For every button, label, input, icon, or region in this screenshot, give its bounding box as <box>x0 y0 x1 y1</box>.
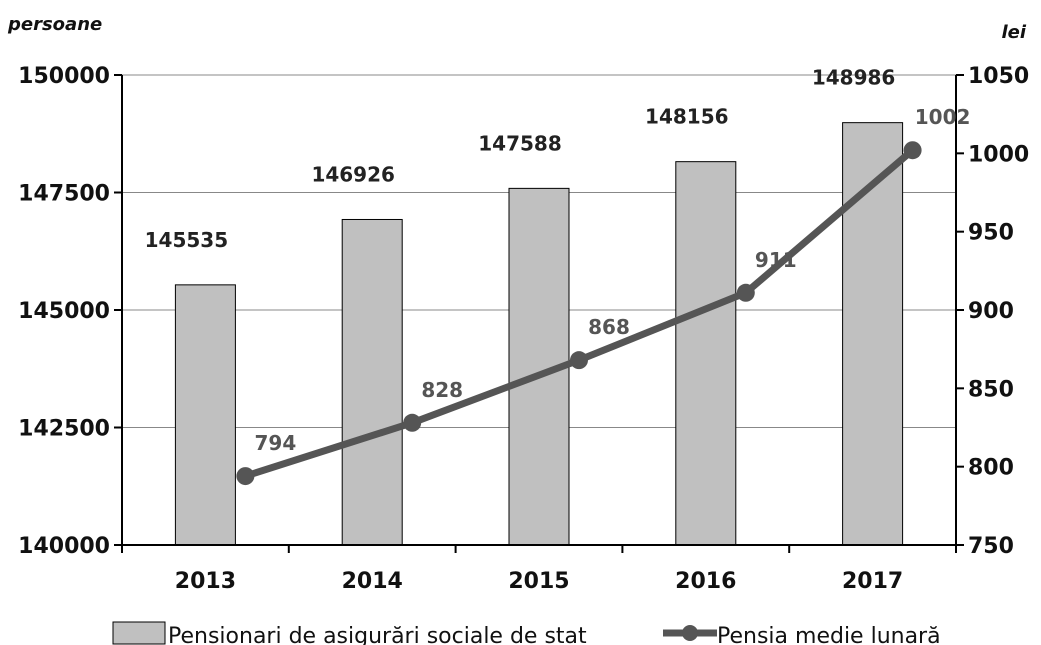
legend: Pensionari de asigurări sociale de stat … <box>112 621 941 645</box>
x-tick-label: 2017 <box>842 569 903 594</box>
bar-data-label: 148986 <box>812 66 896 90</box>
right-tick-label: 1000 <box>968 142 1029 167</box>
left-tick-label: 140000 <box>18 534 110 559</box>
line-point <box>736 283 755 302</box>
line-point <box>903 141 922 160</box>
right-tick-label: 1050 <box>968 64 1029 89</box>
line-series <box>236 141 922 486</box>
bar <box>341 218 403 546</box>
bar <box>675 161 737 546</box>
right-tick-label: 800 <box>968 456 1014 481</box>
right-tick-label: 750 <box>968 534 1014 559</box>
data-labels: 145535 146926 147588 148156 148986 794 828 868 9… <box>145 66 971 455</box>
axes: 140000 142500 145000 147500 150000 750 800 850 9… <box>18 64 1029 594</box>
left-tick-label: 145000 <box>18 299 110 324</box>
right-tick-label: 900 <box>968 299 1014 324</box>
legend-bar-label: Pensionari de asigurări sociale de stat <box>168 624 587 645</box>
bar-data-label: 146926 <box>311 162 395 186</box>
x-tick-label: 2013 <box>175 569 236 594</box>
line-data-label: 911 <box>755 248 797 272</box>
right-tick-label: 850 <box>968 377 1014 402</box>
legend-line-marker <box>682 625 698 641</box>
line-point <box>403 413 422 432</box>
legend-bar-swatch <box>112 621 166 645</box>
bar-data-label: 147588 <box>478 131 562 155</box>
x-tick-label: 2016 <box>675 569 736 594</box>
left-tick-label: 150000 <box>18 64 110 89</box>
right-tick-label: 950 <box>968 221 1014 246</box>
left-tick-label: 147500 <box>18 182 110 207</box>
line-data-label: 828 <box>421 378 463 402</box>
bar <box>174 284 236 546</box>
bar-data-label: 145535 <box>145 228 229 252</box>
bar-series <box>174 122 904 546</box>
line-data-label: 1002 <box>915 105 971 129</box>
left-axis-unit: persoane <box>7 14 102 35</box>
right-axis-unit: lei <box>1001 22 1026 43</box>
left-tick-label: 142500 <box>18 417 110 442</box>
legend-line-label: Pensia medie lunară <box>717 624 941 645</box>
line-data-label: 868 <box>588 315 630 339</box>
x-tick-label: 2015 <box>508 569 569 594</box>
x-tick-label: 2014 <box>342 569 403 594</box>
bar-data-label: 148156 <box>645 105 729 129</box>
line-point <box>236 467 255 486</box>
line-data-label: 794 <box>255 431 297 455</box>
line-point <box>570 351 588 370</box>
